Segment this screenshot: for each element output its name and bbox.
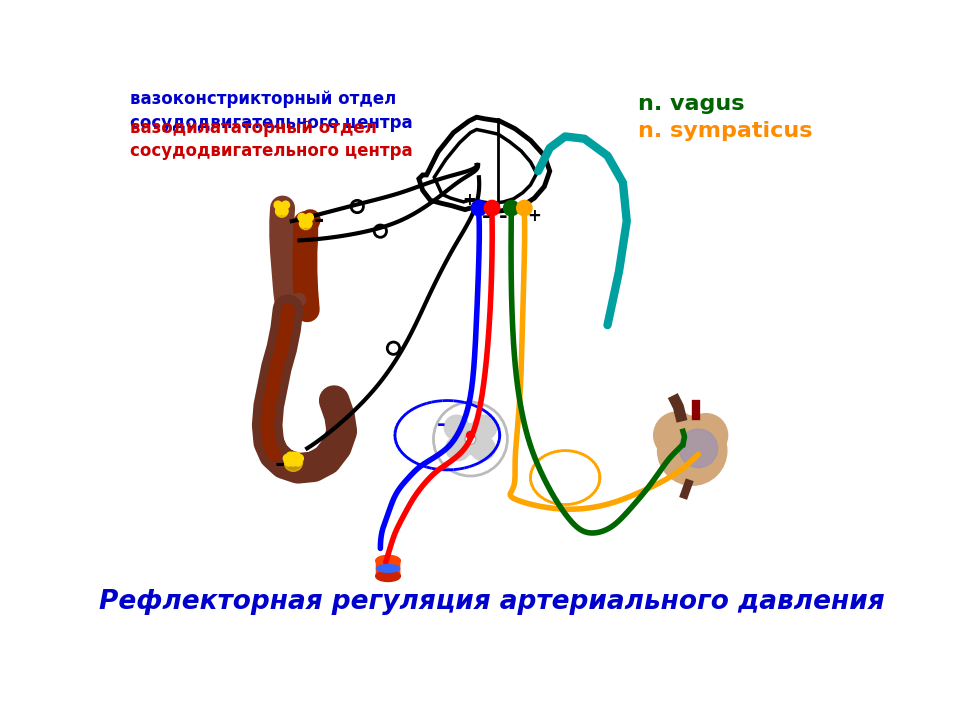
- Circle shape: [290, 459, 298, 466]
- Circle shape: [276, 207, 283, 215]
- Text: -: -: [499, 207, 508, 228]
- Circle shape: [278, 202, 286, 210]
- Circle shape: [516, 200, 532, 216]
- Text: -: -: [437, 415, 445, 436]
- Circle shape: [470, 436, 495, 461]
- Circle shape: [293, 452, 300, 460]
- Circle shape: [654, 412, 700, 459]
- Circle shape: [304, 220, 312, 228]
- Text: вазодилататорный отдел
сосудодвигательного центра: вазодилататорный отдел сосудодвигательно…: [131, 119, 413, 161]
- Circle shape: [284, 453, 302, 472]
- Circle shape: [504, 200, 519, 216]
- Text: n. sympaticus: n. sympaticus: [638, 121, 813, 141]
- Circle shape: [296, 454, 303, 462]
- FancyBboxPatch shape: [461, 423, 480, 455]
- Circle shape: [300, 217, 312, 230]
- Circle shape: [471, 200, 487, 216]
- Circle shape: [467, 431, 474, 439]
- Text: вазоконстрикторный отдел
сосудодвигательного центра: вазоконстрикторный отдел сосудодвигатель…: [131, 90, 413, 132]
- Circle shape: [282, 201, 290, 209]
- Text: +: +: [462, 192, 476, 210]
- Ellipse shape: [375, 555, 400, 566]
- Circle shape: [444, 415, 468, 440]
- Ellipse shape: [375, 571, 400, 582]
- Circle shape: [300, 220, 307, 228]
- Circle shape: [305, 213, 313, 221]
- Circle shape: [290, 452, 298, 460]
- Text: Рефлекторная регуляция артериального давления: Рефлекторная регуляция артериального дав…: [99, 589, 885, 616]
- Polygon shape: [419, 117, 550, 211]
- Circle shape: [658, 416, 727, 485]
- Circle shape: [301, 215, 309, 222]
- Text: -: -: [482, 207, 491, 228]
- Polygon shape: [656, 431, 725, 459]
- Circle shape: [283, 454, 291, 462]
- Circle shape: [465, 433, 476, 444]
- FancyBboxPatch shape: [375, 561, 400, 576]
- Circle shape: [294, 459, 301, 466]
- Circle shape: [276, 205, 288, 217]
- Circle shape: [472, 415, 496, 440]
- Circle shape: [298, 213, 305, 221]
- Circle shape: [679, 429, 718, 467]
- Circle shape: [280, 207, 288, 215]
- Text: -: -: [276, 452, 285, 477]
- Circle shape: [684, 414, 728, 456]
- Circle shape: [275, 201, 282, 209]
- Ellipse shape: [376, 564, 399, 572]
- Text: +: +: [527, 207, 541, 225]
- Circle shape: [445, 436, 470, 461]
- Text: n. vagus: n. vagus: [638, 94, 745, 114]
- Text: -: -: [314, 207, 324, 232]
- Circle shape: [286, 452, 294, 460]
- Circle shape: [484, 200, 500, 216]
- Circle shape: [285, 459, 293, 466]
- Circle shape: [434, 402, 508, 476]
